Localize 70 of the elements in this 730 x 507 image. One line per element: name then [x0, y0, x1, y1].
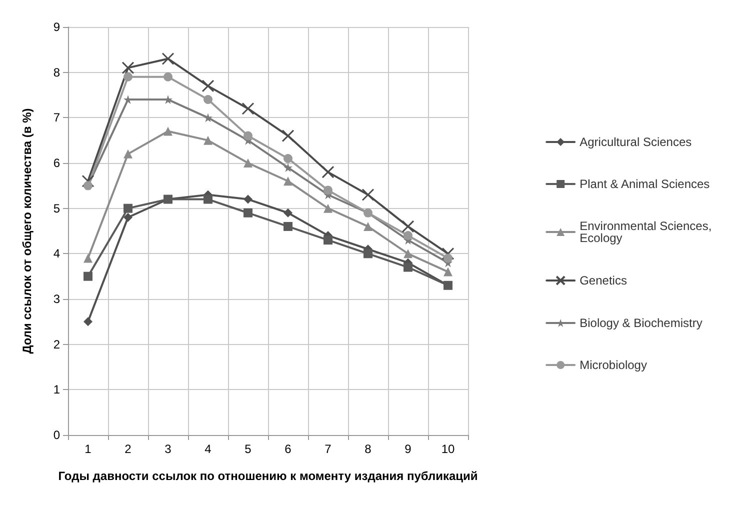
point: [322, 166, 334, 178]
y-tick-label: 7: [53, 110, 60, 125]
point: [204, 95, 212, 104]
point: [204, 194, 212, 204]
point: [164, 72, 172, 82]
x-tick-label: 7: [324, 442, 332, 456]
point: [244, 131, 252, 140]
point: [202, 80, 214, 92]
point: [324, 186, 332, 195]
point: [284, 208, 292, 218]
y-axis-title: Доли ссылок от общего количества (в %): [20, 108, 34, 354]
x-tick-label: 6: [284, 442, 292, 456]
legend-label: Microbiology: [580, 358, 647, 372]
point: [124, 212, 132, 222]
legend-label: Biology & Biochemistry: [580, 316, 702, 330]
point: [164, 126, 172, 136]
point: [284, 222, 292, 231]
y-tick-label: 6: [53, 156, 60, 170]
point: [204, 113, 212, 122]
point: [444, 267, 452, 276]
point: [362, 188, 374, 201]
point: [402, 220, 414, 233]
point: [444, 254, 452, 263]
point: [124, 72, 132, 82]
point: [284, 154, 292, 163]
point: [284, 176, 292, 186]
y-tick-label: 0: [53, 428, 60, 442]
point: [124, 204, 132, 213]
point: [442, 247, 454, 260]
y-tick-label: 5: [53, 201, 60, 216]
legend-label: Genetics: [580, 274, 627, 288]
x-axis-title: Годы давности ссылок по отношению к моменту издания публикаций: [58, 469, 478, 483]
point: [364, 222, 372, 231]
x-tick-label: 3: [164, 442, 172, 456]
x-tick-label: 4: [204, 442, 212, 456]
point: [284, 163, 292, 172]
point: [244, 194, 252, 204]
point: [122, 62, 134, 74]
point: [364, 249, 372, 258]
point: [244, 158, 252, 168]
x-tick-label: 10: [441, 442, 455, 456]
point: [204, 136, 212, 145]
point: [242, 102, 254, 115]
point: [324, 236, 332, 245]
x-tick-label: 1: [84, 442, 92, 456]
point: [282, 130, 294, 142]
y-tick-label: 3: [53, 292, 60, 306]
point: [404, 249, 412, 258]
point: [124, 149, 132, 158]
y-tick-label: 4: [53, 246, 60, 261]
legend-label: Agricultural Sciences: [580, 135, 692, 149]
point: [404, 231, 412, 240]
x-tick-label: 5: [244, 442, 252, 456]
point: [404, 262, 412, 272]
point: [324, 204, 332, 213]
y-tick-label: 2: [53, 337, 60, 352]
point: [162, 52, 174, 65]
point: [84, 272, 92, 281]
y-tick-label: 1: [53, 382, 60, 397]
point: [84, 317, 92, 326]
legend-label: Plant & Animal Sciences: [580, 177, 710, 191]
point: [82, 174, 94, 188]
x-tick-label: 2: [124, 442, 132, 456]
point: [84, 254, 92, 263]
y-tick-label: 9: [53, 20, 60, 34]
x-tick-label: 9: [404, 442, 412, 456]
x-tick-label: 8: [364, 442, 372, 456]
legend-label: Environmental Sciences, Ecology: [580, 219, 716, 245]
y-tick-label: 8: [53, 65, 60, 80]
point: [244, 208, 252, 218]
